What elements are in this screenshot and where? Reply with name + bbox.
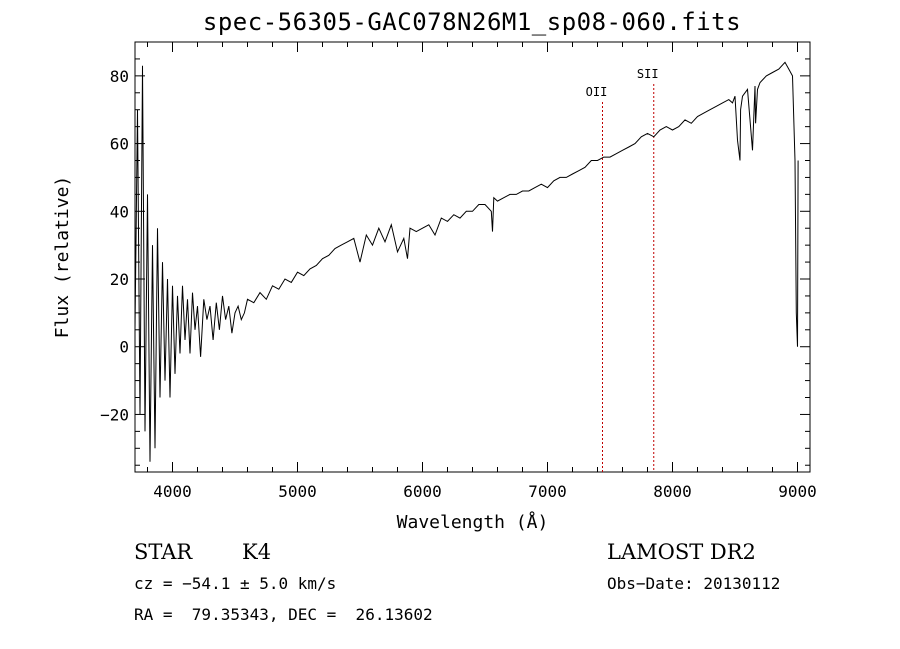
axis-labels: Wavelength (Å) Flux (relative) — [52, 176, 548, 533]
x-tick-label: 7000 — [528, 482, 567, 501]
plot-border — [134, 41, 811, 473]
marker-label: OII — [586, 85, 608, 99]
line-markers: OII SII — [586, 67, 659, 472]
marker-label: SII — [637, 67, 659, 81]
redshift-info: cz = −54.1 ± 5.0 km/s — [134, 574, 337, 593]
y-tick-label: 20 — [110, 270, 129, 289]
plot-frame — [134, 41, 811, 473]
x-tick-label: 8000 — [653, 482, 692, 501]
x-tick-label: 4000 — [153, 482, 192, 501]
y-tick-label: 80 — [110, 67, 129, 86]
object-subclass: K4 — [242, 540, 272, 564]
obs-date: Obs−Date: 20130112 — [607, 574, 781, 593]
x-tick-label: 6000 — [403, 482, 442, 501]
chart-title: spec-56305-GAC078N26M1_sp08-060.fits — [202, 8, 742, 36]
y-tick-label: −20 — [100, 405, 129, 424]
survey-name: LAMOST DR2 — [607, 540, 756, 564]
axis-ticks: 4000 5000 6000 7000 8000 9000 −20 0 20 40 60 80 — [100, 42, 817, 501]
y-tick-label: 0 — [119, 338, 129, 357]
spectrum-line — [134, 61, 799, 462]
object-class: STAR — [134, 540, 193, 564]
coordinates: RA = 79.35343, DEC = 26.13602 — [134, 605, 433, 624]
y-tick-label: 60 — [110, 135, 129, 154]
spectrum-series — [134, 61, 799, 462]
x-tick-label: 5000 — [278, 482, 317, 501]
x-axis-label: Wavelength (Å) — [397, 511, 549, 533]
y-axis-label: Flux (relative) — [52, 176, 73, 339]
y-tick-label: 40 — [110, 202, 129, 221]
x-tick-label: 9000 — [778, 482, 817, 501]
